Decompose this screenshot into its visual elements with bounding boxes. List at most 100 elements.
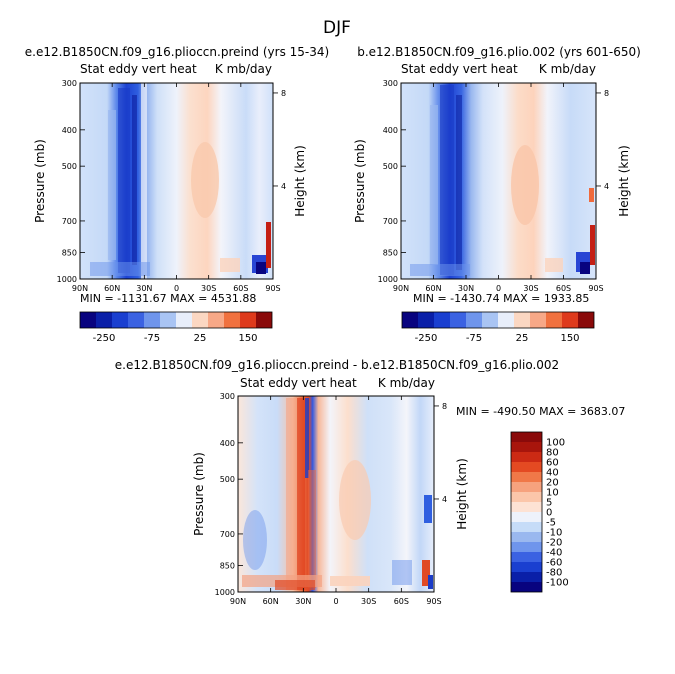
panel-3-colorbar-cell [511, 522, 542, 532]
panel-2-colorbar-cell [434, 312, 450, 328]
panel-3-colorbar-cell [511, 542, 542, 552]
y-tick-label: 300 [62, 79, 77, 88]
x-tick-label: 30S [523, 284, 538, 293]
panel-3-features [242, 398, 433, 590]
colorbar-label: 20 [546, 478, 559, 489]
x-tick-label: 90N [72, 284, 88, 293]
page-title: DJF [323, 18, 351, 38]
panel-1-colorbar-cell [160, 312, 176, 328]
x-tick-label: 60N [104, 284, 120, 293]
panel-3-right-subtitle: K mb/day [378, 376, 435, 390]
panel-3-colorbar-cell [511, 582, 542, 592]
panel-2-colorbar [401, 311, 595, 329]
panel-2-colorbar-cell [514, 312, 530, 328]
y-tick-label: 700 [383, 217, 398, 226]
colorbar-label: -75 [466, 333, 482, 344]
panel-1-title: e.e12.B1850CN.f09_g16.plioccn.preind (yr… [25, 45, 329, 59]
y2-tick-label: 8 [442, 402, 447, 411]
colorbar-label: 150 [238, 333, 257, 344]
panel-1-colorbar-cell [256, 312, 272, 328]
y-tick-label: 850 [220, 562, 235, 571]
x-tick-label: 90S [426, 597, 441, 606]
panel-3-colorbar [510, 431, 543, 593]
colorbar-label: 25 [516, 333, 529, 344]
x-tick-label: 0 [174, 284, 179, 293]
colorbar-label: -60 [546, 558, 562, 569]
colorbar-label: 5 [546, 498, 552, 509]
y-tick-label: 400 [383, 126, 398, 135]
colorbar-label: -80 [546, 568, 562, 579]
colorbar-label: -40 [546, 548, 562, 559]
colorbar-label: 10 [546, 488, 559, 499]
y-tick-label: 700 [62, 217, 77, 226]
panel-1-features [90, 83, 271, 279]
panel-2-stats: MIN = -1430.74 MAX = 1933.85 [413, 292, 589, 305]
y2-tick-label: 8 [604, 89, 609, 98]
x-tick-label: 60S [394, 597, 409, 606]
panel-3: e.e12.B1850CN.f09_g16.plioccn.preind - b… [115, 358, 625, 593]
panel-3-colorbar-cell [511, 472, 542, 482]
panel-2-y2label: Height (km) [617, 145, 631, 216]
panel-2-colorbar-cell [466, 312, 482, 328]
panel-1-colorbar-cell [240, 312, 256, 328]
panel-3-left-subtitle: Stat eddy vert heat [240, 376, 357, 390]
panel-2-colorbar-cell [418, 312, 434, 328]
panel-1-colorbar-cell [176, 312, 192, 328]
colorbar-label: 150 [560, 333, 579, 344]
x-tick-label: 30N [295, 597, 311, 606]
panel-2-features [410, 85, 595, 276]
x-tick-label: 90S [265, 284, 280, 293]
colorbar-label: -250 [93, 333, 116, 344]
panel-1-left-subtitle: Stat eddy vert heat [80, 62, 197, 76]
panel-2-title: b.e12.B1850CN.f09_g16.plio.002 (yrs 601-… [357, 45, 641, 59]
y2-tick-label: 4 [281, 182, 286, 191]
panel-3-colorbar-cell [511, 512, 542, 522]
panel-3-colorbar-cell [511, 572, 542, 582]
colorbar-label: -20 [546, 538, 562, 549]
y2-tick-label: 4 [442, 495, 447, 504]
panel-3-ylabel: Pressure (mb) [192, 452, 206, 536]
colorbar-label: 80 [546, 448, 559, 459]
panel-2-colorbar-cell [546, 312, 562, 328]
y-tick-label: 1000 [378, 275, 398, 284]
y2-tick-label: 8 [281, 89, 286, 98]
panel-2-colorbar-cell [562, 312, 578, 328]
panel-2-colorbar-cell [530, 312, 546, 328]
x-tick-label: 0 [333, 597, 338, 606]
panel-3-y2label: Height (km) [455, 458, 469, 529]
x-tick-label: 30N [136, 284, 152, 293]
panel-3-colorbar-cell [511, 452, 542, 462]
panel-3-colorbar-cell [511, 442, 542, 452]
panel-1-colorbar-cell [96, 312, 112, 328]
panel-2-colorbar-cell [482, 312, 498, 328]
panel-2-left-subtitle: Stat eddy vert heat [401, 62, 518, 76]
panel-3-colorbar-cell [511, 482, 542, 492]
x-tick-label: 90S [588, 284, 603, 293]
panel-1-colorbar-cell [192, 312, 208, 328]
panel-1-colorbar-cell [224, 312, 240, 328]
y-tick-label: 1000 [215, 588, 235, 597]
panel-3-colorbar-cell [511, 462, 542, 472]
panel-1-right-subtitle: K mb/day [215, 62, 272, 76]
panel-1-colorbar [79, 311, 273, 329]
y-tick-label: 300 [383, 79, 398, 88]
colorbar-label: 60 [546, 458, 559, 469]
panel-2-colorbar-cell [450, 312, 466, 328]
panel-3-title: e.e12.B1850CN.f09_g16.plioccn.preind - b… [115, 358, 559, 372]
colorbar-label: -250 [415, 333, 438, 344]
colorbar-label: 0 [546, 508, 552, 519]
panel-1-colorbar-cell [144, 312, 160, 328]
x-tick-label: 60N [425, 284, 441, 293]
panel-2-colorbar-cell [498, 312, 514, 328]
panel-1-ylabel: Pressure (mb) [33, 139, 47, 223]
colorbar-label: 25 [194, 333, 207, 344]
panel-2: b.e12.B1850CN.f09_g16.plio.002 (yrs 601-… [353, 45, 641, 329]
y-tick-label: 500 [383, 162, 398, 171]
y2-tick-label: 4 [604, 182, 609, 191]
y-tick-label: 850 [62, 249, 77, 258]
x-tick-label: 90N [230, 597, 246, 606]
y-tick-label: 500 [220, 475, 235, 484]
x-tick-label: 60S [233, 284, 248, 293]
panel-1-colorbar-cell [128, 312, 144, 328]
x-tick-label: 0 [496, 284, 501, 293]
